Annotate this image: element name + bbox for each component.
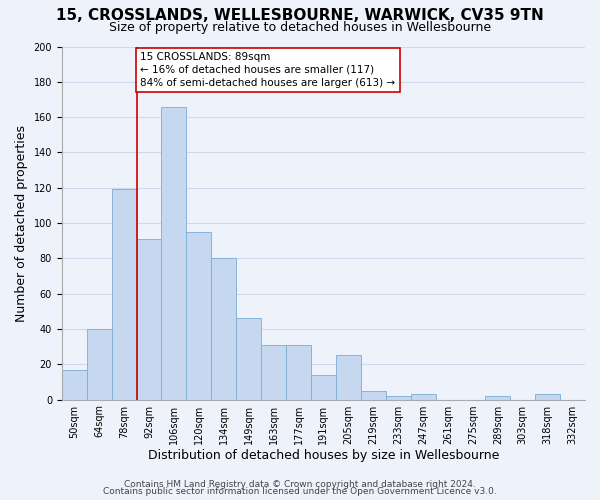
Text: Contains HM Land Registry data © Crown copyright and database right 2024.: Contains HM Land Registry data © Crown c… (124, 480, 476, 489)
Bar (137, 239, 161, 400)
Bar (286, 345, 311, 400)
Bar (535, 394, 560, 400)
Bar (112, 190, 137, 400)
Bar (211, 258, 236, 400)
Bar (187, 232, 211, 400)
Y-axis label: Number of detached properties: Number of detached properties (15, 124, 28, 322)
Text: 15 CROSSLANDS: 89sqm
← 16% of detached houses are smaller (117)
84% of semi-deta: 15 CROSSLANDS: 89sqm ← 16% of detached h… (140, 52, 395, 88)
Bar (386, 396, 410, 400)
Text: Size of property relative to detached houses in Wellesbourne: Size of property relative to detached ho… (109, 21, 491, 34)
Bar (311, 375, 336, 400)
Bar (62, 370, 86, 400)
Bar (336, 356, 361, 400)
Text: Contains public sector information licensed under the Open Government Licence v3: Contains public sector information licen… (103, 487, 497, 496)
Bar (86, 329, 112, 400)
Bar (485, 396, 510, 400)
Bar (361, 391, 386, 400)
Bar (410, 394, 436, 400)
X-axis label: Distribution of detached houses by size in Wellesbourne: Distribution of detached houses by size … (148, 450, 499, 462)
Bar (236, 318, 261, 400)
Bar (261, 345, 286, 400)
Text: 15, CROSSLANDS, WELLESBOURNE, WARWICK, CV35 9TN: 15, CROSSLANDS, WELLESBOURNE, WARWICK, C… (56, 8, 544, 22)
Bar (161, 106, 187, 400)
